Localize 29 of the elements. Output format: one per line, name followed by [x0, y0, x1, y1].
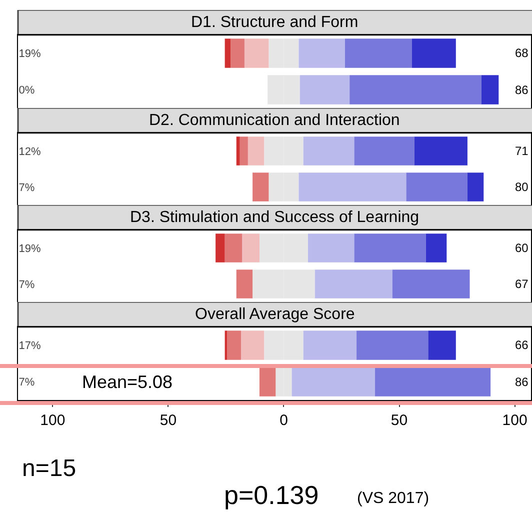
x-tick-label: 100: [40, 412, 66, 429]
x-tick-label: 50: [390, 412, 408, 429]
annotation: 71: [515, 144, 529, 158]
y-tick-label: 7%: [18, 376, 35, 389]
annotation: 86: [515, 83, 529, 97]
annotation: 86: [515, 375, 529, 389]
annotation: 68: [515, 46, 529, 60]
x-tick-label: 100: [502, 412, 528, 429]
x-tick-label: 0: [280, 412, 288, 429]
y-tick-label: 7%: [18, 278, 35, 291]
y-tick-label: 12%: [18, 146, 42, 158]
chart-title: Overall Average Score: [195, 306, 355, 323]
chart-title: D1. Structure and Form: [191, 14, 358, 31]
y-tick-label: 19%: [18, 242, 42, 255]
x-tick-label: 50: [160, 412, 177, 429]
y-tick-label: 19%: [18, 48, 42, 60]
text: n=15: [22, 455, 76, 482]
annotation: 80: [515, 180, 529, 194]
annotation: 67: [515, 277, 529, 291]
chart-title: D2. Communication and Interaction: [149, 112, 400, 129]
y-tick-label: 0%: [18, 84, 35, 97]
annotation: 60: [515, 241, 529, 255]
y-tick-label: 7%: [18, 182, 35, 194]
chart-title: D3. Stimulation and Success of Learning: [130, 209, 420, 226]
y-tick-label: 17%: [18, 340, 42, 352]
text: p=0.139: [224, 480, 319, 510]
text: (VS 2017): [357, 490, 430, 507]
annotation: 66: [515, 338, 529, 352]
annotation: Mean=5.08: [82, 372, 173, 392]
